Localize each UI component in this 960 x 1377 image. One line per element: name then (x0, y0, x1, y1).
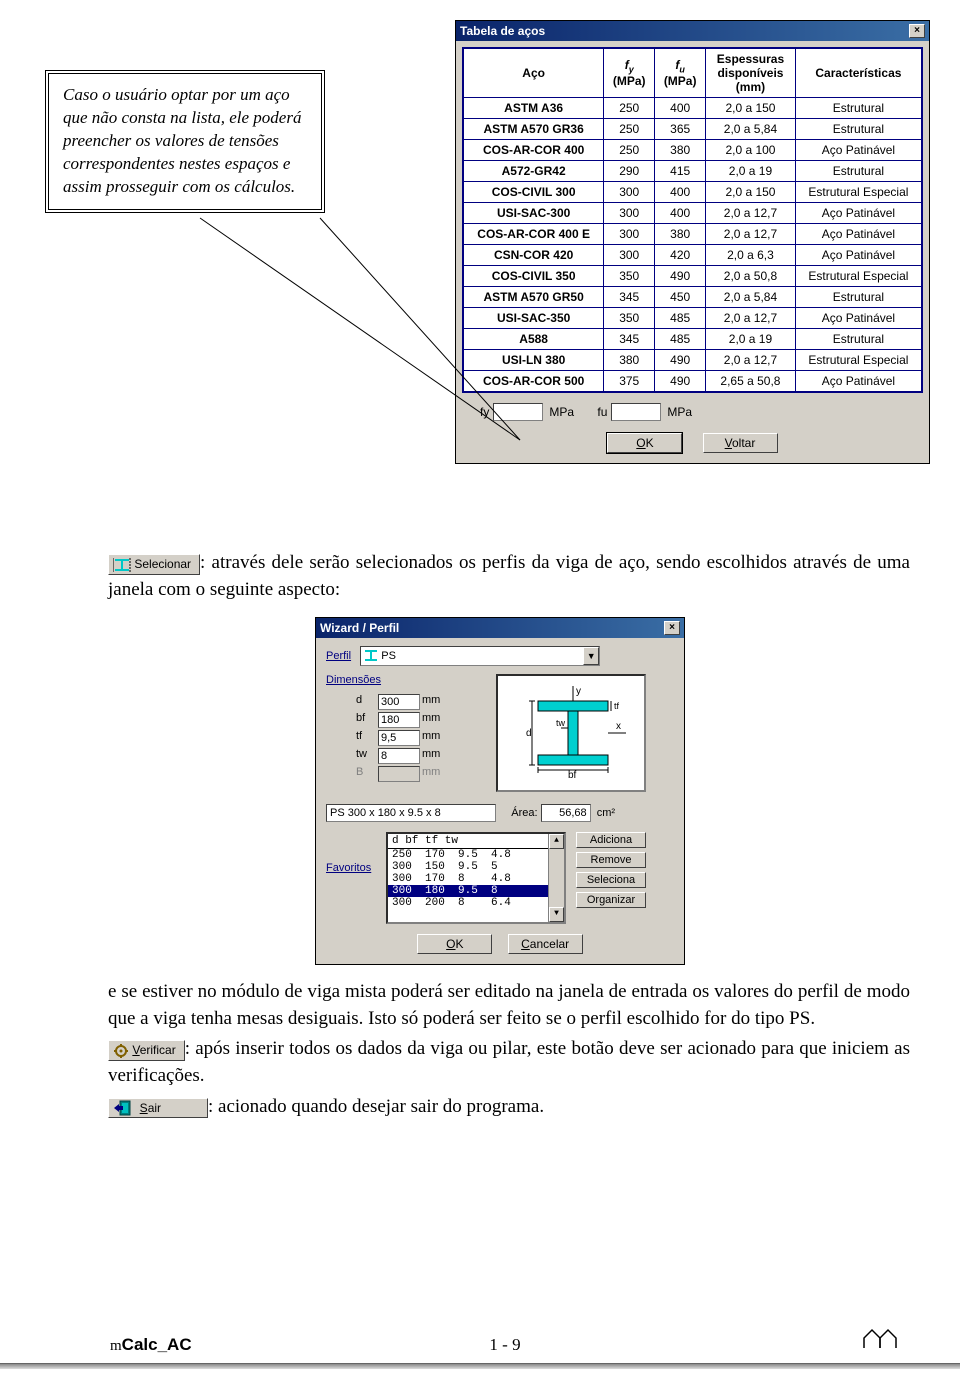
paragraph-mixed-beam: e se estiver no módulo de viga mista pod… (108, 981, 910, 1029)
table-row[interactable]: USI-SAC-3503504852,0 a 12,7Aço Patinável (463, 308, 922, 329)
col-car: Características (795, 48, 922, 98)
table-row[interactable]: COS-CIVIL 3003004002,0 a 150Estrutural E… (463, 182, 922, 203)
dim-bf-input[interactable] (378, 712, 420, 728)
table-row[interactable]: COS-AR-COR 400 E3003802,0 a 12,7Aço Pati… (463, 224, 922, 245)
dim-tf-label: tf (356, 730, 378, 746)
svg-text:x: x (616, 721, 621, 732)
table-row[interactable]: COS-CIVIL 3503504902,0 a 50,8Estrutural … (463, 266, 922, 287)
selecionar-button[interactable]: Selecionar (108, 554, 200, 575)
verificar-button[interactable]: Verificar (108, 1040, 185, 1061)
fu-input[interactable] (611, 403, 661, 421)
remove-button[interactable]: Remove (576, 852, 646, 868)
verificar-description: : após inserir todos os dados da viga ou… (108, 1038, 910, 1086)
callout-box: Caso o usuário optar por um aço que não … (45, 70, 325, 213)
perfil-label[interactable]: Perfil (326, 650, 351, 662)
product-name: mCalc_AC (110, 1335, 192, 1355)
dialog-b-title: Wizard / Perfil (320, 621, 399, 635)
i-beam-icon (113, 558, 131, 572)
chevron-down-icon[interactable]: ▼ (583, 647, 599, 665)
table-row[interactable]: USI-SAC-3003004002,0 a 12,7Aço Patinável (463, 203, 922, 224)
table-row[interactable]: ASTM A570 GR503454502,0 a 5,84Estrutural (463, 287, 922, 308)
scroll-down-icon[interactable]: ▼ (549, 907, 564, 922)
table-row[interactable]: ASTM A570 GR362503652,0 a 5,84Estrutural (463, 119, 922, 140)
list-item[interactable]: 300 170 8 4.8 (388, 873, 564, 885)
svg-text:bf: bf (568, 770, 577, 781)
callout-text: Caso o usuário optar por um aço que não … (63, 85, 301, 196)
selecionar-label: Selecionar (134, 557, 191, 571)
list-item[interactable]: 300 200 8 6.4 (388, 897, 564, 909)
dim-tw-input[interactable] (378, 748, 420, 764)
profile-name-input[interactable] (326, 804, 496, 822)
voltar-button[interactable]: Voltar (703, 433, 778, 453)
favorites-listbox[interactable]: d bf tf tw 250 170 9.5 4.8300 150 9.5 53… (386, 832, 566, 924)
seleciona-button[interactable]: Seleciona (576, 872, 646, 888)
cancelar-button[interactable]: Cancelar (508, 934, 583, 954)
table-row[interactable]: COS-AR-COR 4002503802,0 a 100Aço Patináv… (463, 140, 922, 161)
close-icon[interactable]: × (664, 621, 680, 635)
fy-unit: MPa (549, 405, 574, 419)
fy-label: fy (480, 405, 489, 419)
house-icon (860, 1324, 900, 1357)
dimensoes-label[interactable]: Dimensões (326, 674, 381, 686)
table-row[interactable]: COS-AR-COR 5003754902,65 a 50,8Aço Patin… (463, 371, 922, 393)
sair-description: : acionado quando desejar sair do progra… (208, 1096, 544, 1117)
page-footer: mCalc_AC 1 - 9 (0, 1335, 960, 1355)
fu-unit: MPa (667, 405, 692, 419)
dim-bf-label: bf (356, 712, 378, 728)
ok-button[interactable]: OK (607, 433, 682, 453)
list-header: d bf tf tw (388, 834, 564, 849)
perfil-value: PS (381, 650, 396, 662)
adiciona-button[interactable]: Adiciona (576, 832, 646, 848)
table-row[interactable]: A5883454852,0 a 19Estrutural (463, 329, 922, 350)
list-item[interactable]: 300 180 9.5 8 (388, 885, 564, 897)
i-beam-icon (364, 650, 378, 662)
svg-text:tw: tw (556, 718, 566, 728)
scrollbar[interactable]: ▲ ▼ (548, 834, 564, 922)
steel-table: Aço fy (MPa) fu (MPa) Espessuras disponí… (462, 47, 923, 393)
steel-table-dialog: Tabela de aços × Aço fy (MPa) fu (MPa) E… (455, 20, 930, 464)
perfil-combo[interactable]: PS ▼ (360, 646, 600, 666)
svg-text:d: d (526, 728, 532, 739)
col-fy: fy (MPa) (604, 48, 655, 98)
area-input[interactable] (541, 804, 591, 822)
list-item[interactable]: 300 150 9.5 5 (388, 861, 564, 873)
dim-d-input[interactable] (378, 694, 420, 710)
wizard-perfil-dialog: Wizard / Perfil × Perfil PS ▼ Dimensões (315, 617, 685, 965)
scroll-up-icon[interactable]: ▲ (549, 834, 564, 849)
close-icon[interactable]: × (909, 24, 925, 38)
organizar-button[interactable]: Organizar (576, 892, 646, 908)
col-esp: Espessuras disponíveis (mm) (706, 48, 796, 98)
dialog-titlebar-b: Wizard / Perfil × (316, 618, 684, 638)
dialog-title: Tabela de aços (460, 24, 545, 38)
dim-d-label: d (356, 694, 378, 710)
page-number: 1 - 9 (110, 1335, 900, 1355)
bottom-rule (0, 1363, 960, 1369)
table-row[interactable]: USI-LN 3803804902,0 a 12,7Estrutural Esp… (463, 350, 922, 371)
exit-icon (113, 1100, 133, 1116)
dim-B-label: B (356, 766, 378, 782)
fu-label: fu (597, 405, 607, 419)
table-row[interactable]: A572-GR422904152,0 a 19Estrutural (463, 161, 922, 182)
table-row[interactable]: CSN-COR 4203004202,0 a 6,3Aço Patinável (463, 245, 922, 266)
ok-button[interactable]: OK (417, 934, 492, 954)
dim-tw-label: tw (356, 748, 378, 764)
dim-tf-input[interactable] (378, 730, 420, 746)
sair-button[interactable]: Sair (108, 1098, 208, 1119)
col-fu: fu (MPa) (655, 48, 706, 98)
area-unit: cm² (597, 807, 615, 819)
table-row[interactable]: ASTM A362504002,0 a 150Estrutural (463, 98, 922, 119)
svg-text:tf: tf (614, 701, 620, 711)
fy-fu-row: fy MPa fu MPa (456, 399, 929, 429)
list-item[interactable]: 250 170 9.5 4.8 (388, 849, 564, 861)
profile-diagram: y x tf tw d bf (496, 674, 646, 792)
col-aco: Aço (463, 48, 604, 98)
dialog-titlebar: Tabela de aços × (456, 21, 929, 41)
area-label: Área: (511, 807, 537, 819)
favoritos-label[interactable]: Favoritos (326, 862, 371, 874)
svg-text:y: y (576, 686, 581, 697)
fy-input[interactable] (493, 403, 543, 421)
selecionar-description: : através dele serão selecionados os per… (108, 552, 910, 600)
gear-icon (113, 1044, 129, 1058)
dim-B-input (378, 766, 420, 782)
